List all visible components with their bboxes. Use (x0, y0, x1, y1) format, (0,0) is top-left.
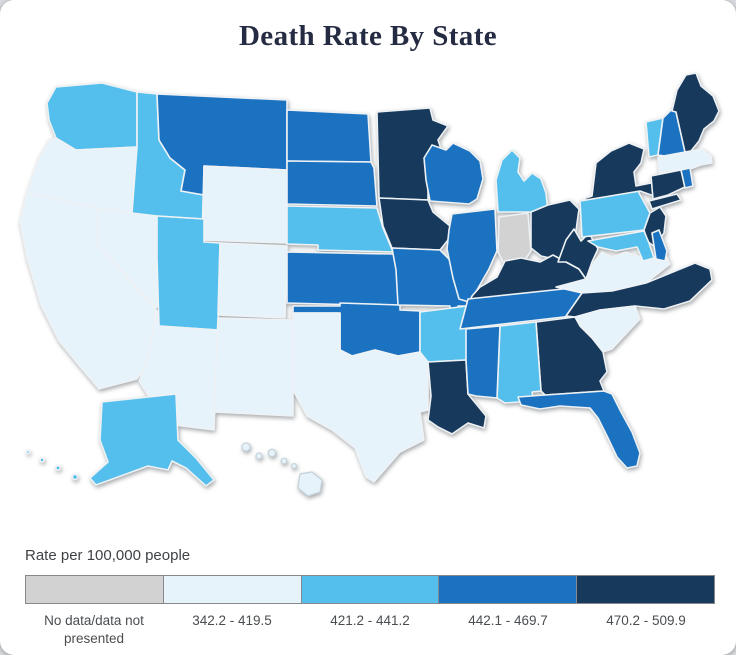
legend-caption: Rate per 100,000 people (25, 547, 191, 564)
state-alaska-aleutian-island (39, 457, 45, 463)
state-maryland (587, 230, 655, 262)
legend-swatch-no-data (25, 575, 164, 604)
legend-swatch-range-4 (576, 575, 715, 604)
state-new-york-long-island (648, 193, 682, 210)
legend-labels: No data/data not presented 342.2 - 419.5… (25, 604, 715, 647)
state-new-york (579, 142, 660, 202)
state-hawaii-island (255, 452, 263, 460)
legend-swatch-range-1 (162, 575, 302, 604)
state-kansas (286, 251, 403, 307)
state-iowa (378, 197, 451, 251)
state-wisconsin (423, 142, 484, 205)
state-alaska-aleutian-island (71, 473, 79, 481)
state-mississippi (465, 325, 501, 399)
state-alaska (89, 393, 215, 487)
state-hawaii-island (241, 442, 251, 452)
state-alaska-aleutian-island (54, 464, 61, 471)
state-arkansas (419, 305, 471, 363)
state-hawaii-island (291, 463, 298, 470)
state-michigan (495, 149, 549, 213)
state-connecticut (650, 169, 686, 200)
state-hawaii-island (267, 448, 277, 458)
state-north-dakota (286, 109, 372, 163)
legend-label-range-3: 442.1 - 469.7 (468, 613, 548, 628)
state-hawaii-big-island (297, 471, 323, 497)
legend: Rate per 100,000 people No data/data not… (25, 547, 715, 647)
state-georgia (535, 316, 608, 396)
legend-swatch-range-2 (300, 575, 440, 604)
legend-label-range-2: 421.2 - 441.2 (330, 613, 410, 628)
state-nebraska (286, 205, 394, 253)
state-wyoming (201, 165, 288, 244)
legend-swatch-range-3 (438, 575, 578, 604)
state-colorado (217, 242, 288, 319)
us-choropleth-map (19, 72, 720, 497)
legend-label-no-data: No data/data not presented (44, 613, 144, 646)
legend-label-range-4: 470.2 - 509.9 (606, 613, 686, 628)
state-rhode-island (680, 167, 694, 189)
page-title: Death Rate By State (238, 20, 498, 52)
legend-color-bar (25, 575, 715, 604)
state-alabama (496, 321, 542, 404)
state-florida (517, 390, 641, 469)
state-new-mexico (213, 317, 294, 417)
state-hawaii-island (280, 457, 288, 465)
state-delaware (651, 229, 668, 262)
legend-label-range-1: 342.2 - 419.5 (192, 613, 272, 628)
state-alaska-aleutian-island (25, 449, 31, 455)
state-texas (292, 312, 429, 483)
state-south-dakota (286, 160, 378, 207)
